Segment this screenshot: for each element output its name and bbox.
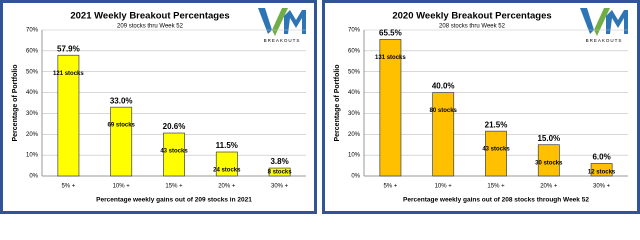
value-label: 21.5% [485, 120, 508, 129]
value-label: 33.0% [110, 96, 133, 105]
value-label: 15.0% [537, 134, 560, 143]
logo-shape [606, 10, 628, 34]
y-tick-label: 70% [26, 28, 39, 34]
y-tick-label: 0% [351, 174, 360, 180]
bar [110, 106, 133, 177]
bar [590, 163, 613, 177]
bar [379, 39, 402, 177]
x-tick-label: 5% + [383, 184, 397, 190]
chart-subtitle: 209 stocks thru Week 52 [117, 24, 184, 30]
x-tick-label: 15% + [165, 184, 183, 190]
bar [485, 130, 507, 177]
bar [215, 151, 238, 177]
value-label: 11.5% [216, 141, 238, 150]
chart-title: 2020 Weekly Breakout Percentages [392, 11, 551, 22]
y-tick-label: 60% [348, 48, 361, 54]
y-axis-label: Percentage of Portfolio [334, 64, 341, 141]
y-tick-label: 10% [26, 153, 39, 159]
value-label: 57.9% [57, 44, 80, 53]
value-label: 3.8% [270, 157, 288, 166]
y-tick-label: 0% [29, 174, 38, 180]
x-tick-label: 30% + [271, 184, 289, 190]
logo-shape [258, 8, 272, 34]
chart-subtitle: 208 stocks thru Week 52 [439, 24, 506, 30]
y-tick-label: 40% [26, 90, 39, 96]
bar-annotation: 8 stocks [268, 170, 293, 176]
bar-annotation: 30 stocks [535, 160, 563, 166]
value-label: 6.0% [592, 153, 610, 162]
bar-annotation: 69 stocks [108, 123, 136, 129]
y-tick-label: 20% [26, 132, 39, 138]
bar [57, 54, 80, 177]
y-tick-label: 30% [348, 111, 361, 117]
x-tick-label: 20% + [540, 184, 558, 190]
logo: BREAKOUTS [580, 8, 628, 43]
x-tick-label: 10% + [113, 184, 131, 190]
bar-annotation: 12 stocks [588, 170, 616, 176]
chart: 2020 Weekly Breakout Percentages 208 stoc… [334, 8, 628, 204]
y-tick-label: 70% [348, 28, 361, 34]
bar-annotation: 43 stocks [160, 149, 188, 155]
bar [537, 144, 560, 177]
bar [432, 92, 455, 177]
page: 2021 Weekly Breakout Percentages 209 stoc… [0, 0, 640, 214]
logo-text: BREAKOUTS [586, 38, 623, 43]
y-tick-label: 50% [348, 69, 361, 75]
logo-shape [272, 8, 288, 36]
x-axis-label: Percentage weekly gains out of 208 stock… [403, 197, 589, 204]
logo-shape [580, 8, 594, 34]
x-tick-label: 10% + [435, 184, 453, 190]
panel-border [0, 0, 317, 214]
bar [163, 132, 185, 177]
value-label: 40.0% [432, 82, 455, 91]
x-tick-label: 15% + [487, 184, 505, 190]
bar-annotation: 24 stocks [213, 168, 241, 174]
bar-annotation: 43 stocks [482, 147, 510, 153]
y-tick-label: 10% [348, 153, 361, 159]
bar-annotation: 80 stocks [430, 108, 458, 114]
x-axis-label: Percentage weekly gains out of 209 stock… [96, 197, 252, 204]
screenshot: 2021 Weekly Breakout Percentages 209 stoc… [0, 0, 640, 214]
y-tick-label: 20% [348, 132, 361, 138]
y-axis-label: Percentage of Portfolio [12, 64, 19, 141]
bar-annotation: 131 stocks [375, 55, 406, 61]
logo-shape [284, 10, 306, 34]
logo-text: BREAKOUTS [264, 38, 301, 43]
y-tick-label: 40% [348, 90, 361, 96]
value-label: 65.5% [379, 28, 402, 37]
logo-shape [594, 8, 610, 36]
x-tick-label: 20% + [218, 184, 236, 190]
x-tick-label: 30% + [593, 184, 611, 190]
bar [268, 167, 291, 177]
panel-border [322, 0, 640, 214]
y-tick-label: 30% [26, 111, 39, 117]
chart: 2021 Weekly Breakout Percentages 209 stoc… [12, 8, 306, 204]
chart-title: 2021 Weekly Breakout Percentages [70, 11, 229, 22]
value-label: 20.6% [163, 122, 186, 131]
x-tick-label: 5% + [61, 184, 75, 190]
y-tick-label: 50% [26, 69, 39, 75]
bar-annotation: 121 stocks [53, 71, 84, 77]
logo: BREAKOUTS [258, 8, 306, 43]
y-tick-label: 60% [26, 48, 39, 54]
